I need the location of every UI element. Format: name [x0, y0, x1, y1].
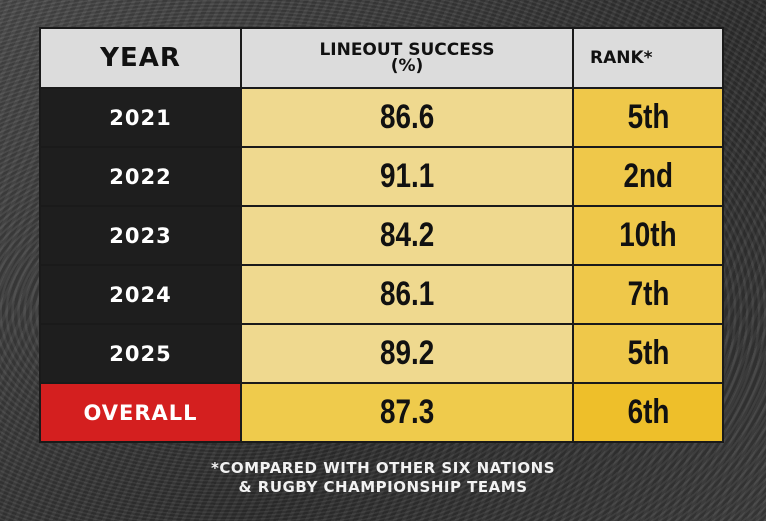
rank-value: 5th	[627, 98, 669, 136]
rank-cell: 5th	[572, 323, 724, 384]
lineout-pct-cell: 91.1	[240, 146, 574, 207]
lineout-pct-value: 86.1	[379, 275, 435, 313]
table-row: 2023 84.2 10th	[39, 205, 724, 266]
table-row: 2021 86.6 5th	[39, 87, 724, 148]
year-cell: 2024	[39, 264, 242, 325]
header-year: YEAR	[39, 27, 242, 89]
footnote-line1: *COMPARED WITH OTHER SIX NATIONS	[210, 459, 555, 477]
lineout-pct-value: 89.2	[379, 334, 435, 372]
rank-value: 10th	[619, 216, 677, 254]
year-cell: 2025	[39, 323, 242, 384]
year-cell: 2023	[39, 205, 242, 266]
rank-cell: 5th	[572, 87, 724, 148]
overall-label-cell: OVERALL	[39, 382, 242, 443]
rank-cell: 2nd	[572, 146, 724, 207]
footnote: *COMPARED WITH OTHER SIX NATIONS & RUGBY…	[0, 459, 766, 497]
year-cell: 2021	[39, 87, 242, 148]
lineout-pct-cell: 86.6	[240, 87, 574, 148]
rank-value: 2nd	[623, 157, 673, 195]
overall-pct-value: 87.3	[379, 393, 435, 431]
header-lineout-line1: LINEOUT SUCCESS	[319, 40, 495, 60]
footnote-line2: & RUGBY CHAMPIONSHIP TEAMS	[238, 478, 528, 496]
rank-value: 7th	[627, 275, 669, 313]
lineout-pct-cell: 84.2	[240, 205, 574, 266]
rank-cell: 7th	[572, 264, 724, 325]
overall-row: OVERALL 87.3 6th	[39, 382, 724, 443]
lineout-pct-value: 86.6	[379, 98, 435, 136]
overall-pct-cell: 87.3	[240, 382, 574, 443]
table-row: 2024 86.1 7th	[39, 264, 724, 325]
header-row: YEAR LINEOUT SUCCESS (%) RANK*	[39, 27, 724, 89]
table-row: 2022 91.1 2nd	[39, 146, 724, 207]
header-lineout-line2: (%)	[390, 56, 424, 76]
lineout-pct-cell: 86.1	[240, 264, 574, 325]
rank-cell: 10th	[572, 205, 724, 266]
header-rank: RANK*	[572, 27, 724, 89]
table-row: 2025 89.2 5th	[39, 323, 724, 384]
overall-rank-cell: 6th	[572, 382, 724, 443]
overall-rank-value: 6th	[627, 393, 669, 431]
header-lineout-success: LINEOUT SUCCESS (%)	[240, 27, 574, 89]
lineout-pct-value: 91.1	[379, 157, 435, 195]
rank-value: 5th	[627, 334, 669, 372]
lineout-pct-value: 84.2	[379, 216, 435, 254]
lineout-pct-cell: 89.2	[240, 323, 574, 384]
year-cell: 2022	[39, 146, 242, 207]
lineout-stats-table: YEAR LINEOUT SUCCESS (%) RANK* 2021 86.6…	[39, 27, 724, 443]
